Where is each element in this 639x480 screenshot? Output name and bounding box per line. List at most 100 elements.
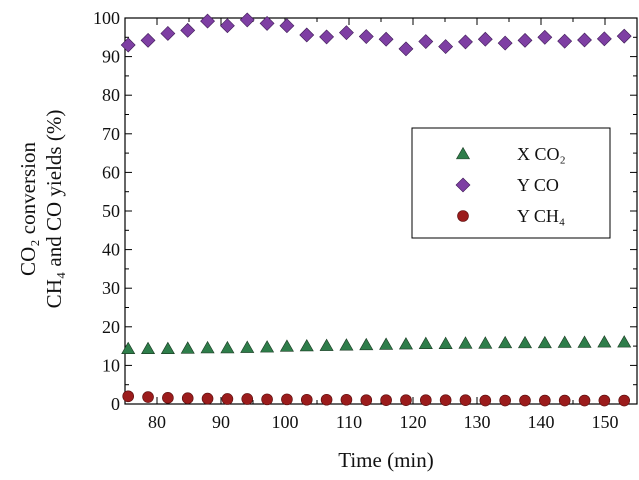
data-point [142,391,154,403]
data-point [598,394,611,407]
data-point [477,31,493,47]
data-point [380,394,392,406]
data-point [120,37,136,53]
x-tick-label: 90 [212,412,230,432]
x-tick-label: 100 [272,412,299,432]
legend-marker [455,146,471,160]
y-tick-label: 40 [102,240,120,260]
x-tick-label: 150 [592,412,619,432]
y-axis-title-line2: CH₄ and CO yields (%) [42,110,66,309]
data-point [141,341,156,354]
legend-label: X CO₂ [517,144,566,164]
data-point [618,394,631,407]
data-point [597,335,612,348]
data-point [259,15,275,31]
data-point [220,340,235,354]
data-point [519,394,531,407]
data-point [558,394,571,407]
data-point [498,335,513,349]
series-1 [121,335,632,354]
data-point [279,339,294,352]
data-point [438,336,453,349]
y-tick-label: 20 [102,317,120,337]
data-point [181,392,194,405]
data-point [319,29,335,45]
data-point [359,337,374,351]
data-point [438,39,454,54]
data-point [340,393,353,406]
series-3 [122,390,631,407]
data-point [219,18,235,34]
data-point [418,336,433,349]
data-point [180,22,196,38]
data-point [398,337,413,350]
data-point [499,394,511,407]
data-point [200,13,215,29]
x-tick-label: 130 [464,412,491,432]
data-point [379,337,394,350]
data-point [419,394,432,406]
data-point [240,340,255,353]
data-point [260,340,275,353]
data-point [517,335,533,349]
series-marks [120,12,632,407]
legend-box [411,127,611,239]
data-point [241,393,254,405]
legend-label: Y CO [517,175,559,195]
legend-marker [455,177,471,193]
y-axis-title-line1: CO₂ conversion [16,142,40,276]
data-point [319,338,334,351]
data-point [160,341,175,354]
data-point [281,393,293,406]
data-point [221,393,234,405]
y-tick-label: 100 [93,8,120,28]
y-tick-label: 90 [102,47,120,67]
data-point [180,341,195,354]
y-tick-label: 30 [102,278,120,298]
data-point [300,393,313,406]
data-point [557,33,573,49]
data-point [261,393,273,406]
data-point [537,335,552,349]
data-point [200,340,215,354]
data-point [577,32,592,48]
data-point [616,28,632,44]
data-point [439,394,452,406]
data-point [479,394,492,407]
data-point [299,27,315,43]
x-tick-label: 110 [336,412,362,432]
data-point [358,29,374,44]
data-point [320,393,333,406]
x-tick-label: 80 [148,412,166,432]
y-tick-label: 10 [102,355,120,375]
y-axis-title: CO₂ conversion CH₄ and CO yields (%) [16,110,66,309]
legend: X CO₂ Y CO Y CH₄ [411,127,611,239]
data-point [537,29,553,45]
data-point [121,341,136,354]
data-point [578,394,591,407]
y-tick-label: 70 [102,124,120,144]
data-point [596,31,612,47]
data-point [160,26,176,41]
y-tick-label: 80 [102,85,120,105]
y-tick-label: 0 [111,394,120,414]
legend-label: Y CH₄ [517,206,565,226]
x-tick-label: 140 [528,412,555,432]
x-axis-title: Time (min) [338,448,433,472]
data-point [279,18,295,34]
x-tick-label: 120 [400,412,427,432]
data-point [360,394,373,406]
legend-marker [457,210,469,222]
y-tick-label: 50 [102,201,120,221]
y-ticks: 0 10 20 30 40 50 60 70 80 90 100 [93,8,637,414]
data-point [418,34,434,49]
data-point [339,338,354,351]
data-point [400,394,412,406]
data-point [140,32,156,48]
data-point [378,31,394,47]
y-tick-label: 60 [102,162,120,182]
data-point [517,32,533,48]
data-point [458,336,473,349]
